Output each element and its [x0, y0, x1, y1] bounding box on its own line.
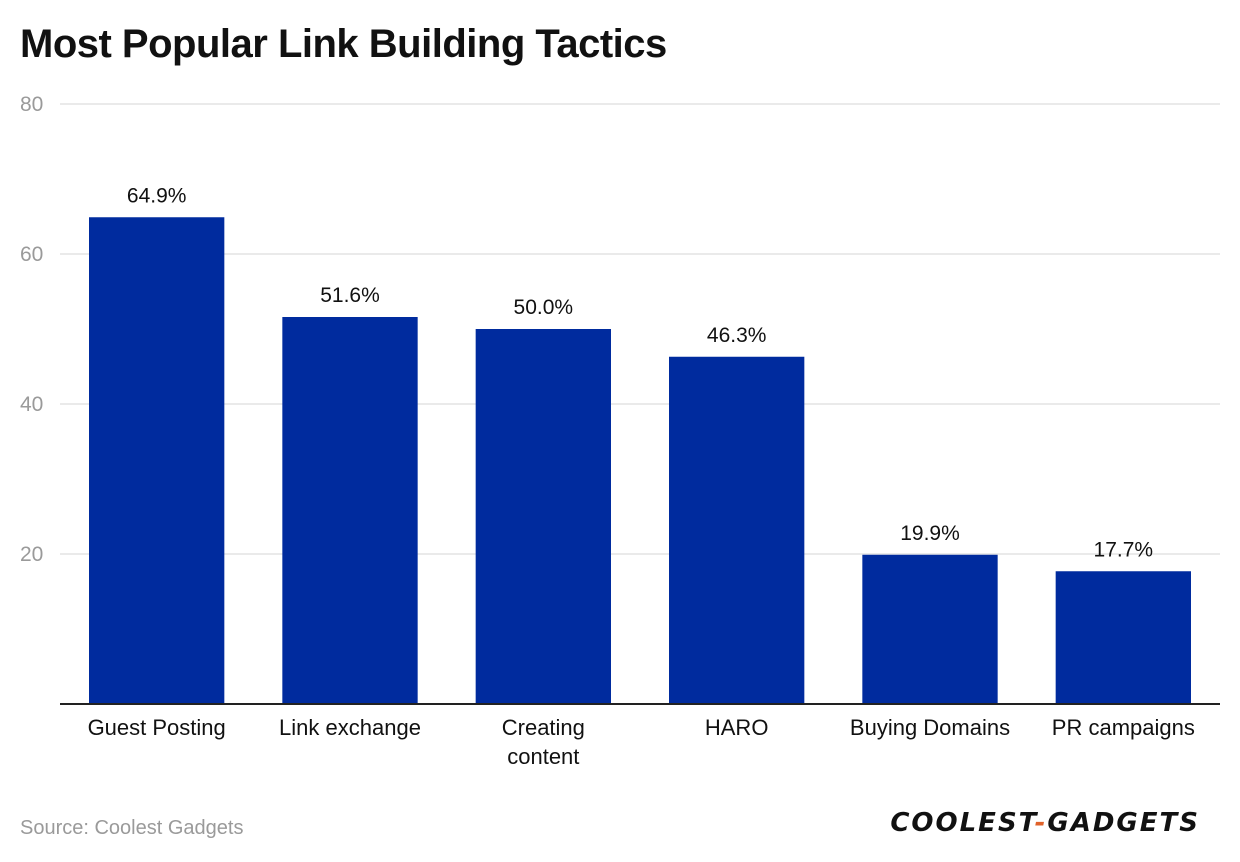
grid-layer: 20 40 60 80	[20, 93, 1220, 566]
x-tick-label: HARO	[705, 715, 769, 740]
y-tick-label: 80	[20, 93, 43, 116]
bar	[89, 217, 225, 704]
bar	[282, 317, 418, 704]
logo-left: COOLEST	[890, 808, 1035, 838]
y-tick-label: 60	[20, 243, 43, 266]
data-label: 51.6%	[320, 284, 380, 307]
y-tick-label: 40	[20, 393, 43, 416]
coolest-gadgets-logo: COOLEST-GADGETS	[890, 808, 1200, 838]
x-tick-label: Creating content	[502, 715, 585, 769]
x-tick-label: Guest Posting	[88, 715, 226, 740]
y-tick-label: 20	[20, 543, 43, 566]
x-tick-label: PR campaigns	[1052, 715, 1195, 740]
data-label: 46.3%	[707, 324, 767, 347]
source-note: Source: Coolest Gadgets	[20, 817, 244, 839]
data-label: 50.0%	[514, 296, 574, 319]
bar	[862, 554, 998, 704]
bar	[669, 356, 805, 704]
bar	[475, 329, 611, 704]
data-label: 19.9%	[900, 522, 960, 545]
bar-layer	[89, 217, 1191, 704]
data-label: 64.9%	[127, 184, 187, 207]
bar	[1055, 571, 1191, 704]
logo-dash: -	[1034, 808, 1048, 838]
logo-right: GADGETS	[1047, 808, 1200, 838]
x-tick-label: Link exchange	[279, 715, 421, 740]
label-layer: 64.9% Guest Posting 51.6% Link exchange 50.0…	[60, 184, 1220, 769]
bar-chart: 20 40 60 80 64.9% Guest Posting 51.6% Link exc…	[20, 93, 1220, 769]
chart-title: Most Popular Link Building Tactics	[20, 22, 667, 66]
x-tick-label: Buying Domains	[850, 715, 1010, 740]
data-label: 17.7%	[1094, 538, 1154, 561]
